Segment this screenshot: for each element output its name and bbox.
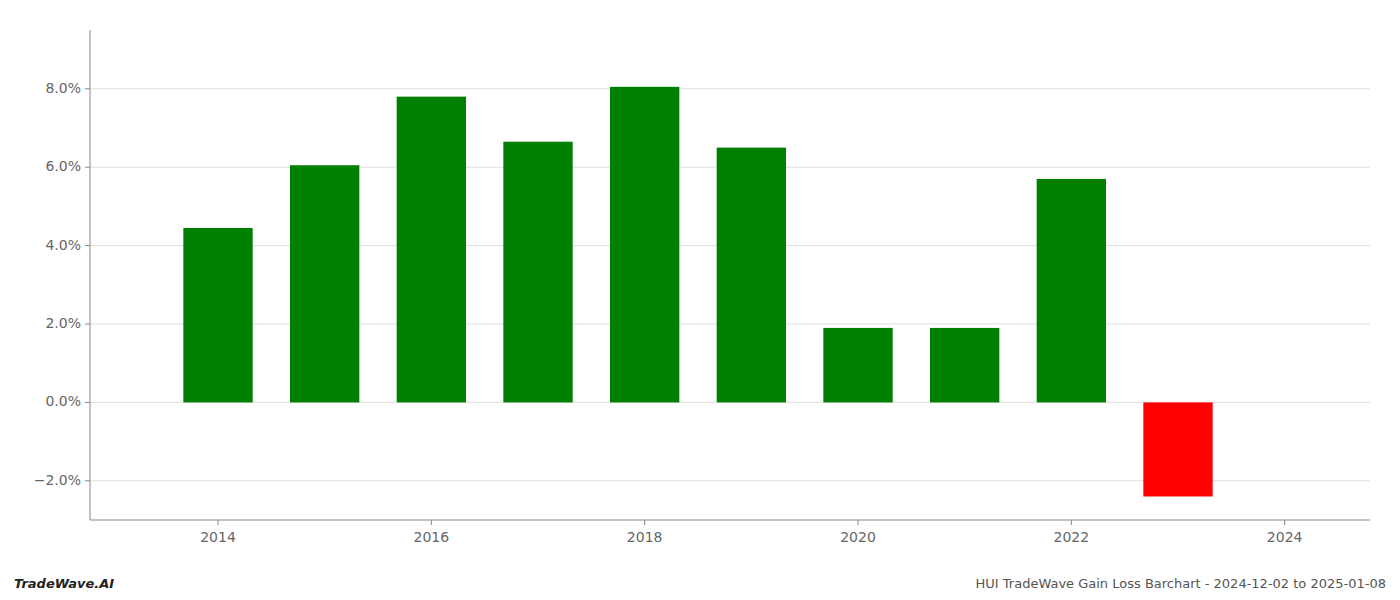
bars xyxy=(183,87,1212,497)
y-tick xyxy=(85,480,90,481)
y-tick xyxy=(85,324,90,325)
x-tick-label: 2016 xyxy=(414,529,450,545)
bar xyxy=(503,142,572,403)
y-tick-label: 2.0% xyxy=(45,315,81,331)
y-tick-label: −2.0% xyxy=(34,472,81,488)
footer-left: TradeWave.AI xyxy=(14,576,114,591)
x-tick xyxy=(858,520,859,525)
x-tick-label: 2020 xyxy=(840,529,876,545)
x-tick-label: 2024 xyxy=(1267,529,1303,545)
x-tick xyxy=(431,520,432,525)
bar xyxy=(610,87,679,403)
bar xyxy=(183,228,252,402)
y-tick-label: 8.0% xyxy=(45,80,81,96)
y-axis-line xyxy=(90,30,91,520)
y-tick xyxy=(85,167,90,168)
bar xyxy=(1037,179,1106,402)
y-tick xyxy=(85,402,90,403)
x-tick xyxy=(218,520,219,525)
x-axis-line xyxy=(90,520,1370,521)
bar xyxy=(717,148,786,403)
x-tick xyxy=(644,520,645,525)
x-tick-label: 2022 xyxy=(1054,529,1090,545)
y-tick-label: 6.0% xyxy=(45,158,81,174)
x-tick xyxy=(1071,520,1072,525)
x-tick xyxy=(1284,520,1285,525)
bar xyxy=(930,328,999,402)
grid-line xyxy=(90,88,1370,89)
bar xyxy=(1143,402,1212,496)
x-tick-label: 2018 xyxy=(627,529,663,545)
x-tick-label: 2014 xyxy=(200,529,236,545)
y-tick xyxy=(85,88,90,89)
axes: −2.0% 0.0% 2.0% 4.0% 6.0% 8.0% 2014 2016 2018 202… xyxy=(34,30,1370,545)
y-tick-label: 4.0% xyxy=(45,237,81,253)
bar xyxy=(290,165,359,402)
chart: −2.0% 0.0% 2.0% 4.0% 6.0% 8.0% 2014 2016 2018 202… xyxy=(0,0,1400,600)
y-tick xyxy=(85,245,90,246)
bar xyxy=(397,97,466,403)
bar xyxy=(823,328,892,402)
y-tick-label: 0.0% xyxy=(45,393,81,409)
footer-right: HUI TradeWave Gain Loss Barchart - 2024-… xyxy=(976,576,1386,591)
